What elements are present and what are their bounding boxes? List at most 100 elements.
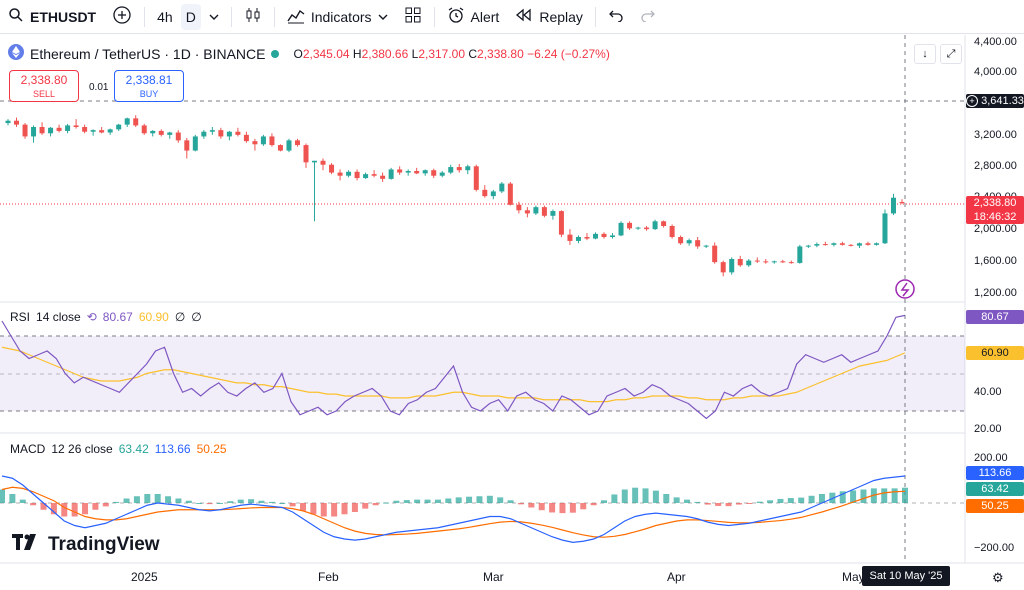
interval-d-button[interactable]: D bbox=[180, 3, 201, 30]
macd-histogram-bar bbox=[715, 503, 722, 506]
macd-histogram-bar bbox=[362, 503, 369, 509]
macd-line-legend-value: 113.66 bbox=[154, 442, 191, 456]
macd-histogram-bar bbox=[372, 503, 379, 506]
candle-body bbox=[610, 235, 616, 237]
macd-histogram-bar bbox=[507, 500, 514, 503]
candle-body bbox=[831, 243, 837, 245]
sell-button[interactable]: 2,338.80 SELL bbox=[9, 70, 79, 102]
symbol-search-button[interactable]: ETHUSDT bbox=[0, 0, 104, 34]
price-axis-label: 1,600.00 bbox=[974, 255, 1017, 267]
candle-body bbox=[31, 127, 37, 137]
macd-histogram-bar bbox=[684, 499, 691, 503]
candle-body bbox=[209, 130, 215, 132]
compare-symbol-button[interactable] bbox=[104, 0, 140, 34]
rsi-legend[interactable]: RSI 14 close ⟲ 80.67 60.90 ∅ ∅ bbox=[10, 310, 202, 324]
macd-histogram-bar bbox=[466, 496, 473, 503]
macd-histogram-bar bbox=[92, 503, 99, 510]
candle-body bbox=[482, 189, 488, 197]
candle-body bbox=[363, 174, 369, 179]
candle-body bbox=[797, 246, 803, 263]
interval-dropdown[interactable] bbox=[201, 0, 227, 34]
interval-4h-label: 4h bbox=[157, 8, 173, 25]
alert-label: Alert bbox=[470, 8, 500, 25]
alert-button[interactable]: Alert bbox=[439, 0, 508, 34]
macd-histogram-bar bbox=[30, 503, 37, 506]
macd-histogram-bar bbox=[82, 503, 89, 515]
candle-body bbox=[661, 221, 667, 226]
interval-4h-button[interactable]: 4h bbox=[149, 0, 181, 34]
macd-histogram-bar bbox=[0, 489, 5, 503]
indicators-button[interactable]: Indicators bbox=[279, 0, 396, 34]
candle-body bbox=[167, 132, 173, 135]
price-axis-label: 2,000.00 bbox=[974, 223, 1017, 235]
chart-type-button[interactable] bbox=[236, 0, 270, 34]
candle-body bbox=[712, 245, 718, 263]
candle-body bbox=[771, 261, 777, 263]
macd-histogram-bar bbox=[434, 499, 441, 503]
candle-body bbox=[465, 166, 471, 171]
macd-histogram-bar bbox=[279, 503, 286, 504]
macd-histogram-bar bbox=[351, 503, 358, 512]
macd-histogram-bar bbox=[476, 496, 483, 503]
plus-circle-icon[interactable]: + bbox=[966, 95, 979, 108]
candle-body bbox=[541, 207, 547, 216]
open-label: O bbox=[293, 46, 303, 61]
indicators-label: Indicators bbox=[310, 8, 372, 25]
candle-body bbox=[312, 160, 318, 163]
chevron-down-icon bbox=[378, 9, 388, 25]
buy-button[interactable]: 2,338.81 BUY bbox=[114, 70, 184, 102]
rsi-axis-label: 20.00 bbox=[974, 423, 1002, 435]
last-price: 2,338.80 bbox=[973, 197, 1017, 209]
candle-body bbox=[448, 167, 454, 173]
candle-body bbox=[380, 175, 386, 179]
candle-body bbox=[277, 145, 283, 151]
candle-body bbox=[703, 245, 709, 247]
candle-body bbox=[805, 245, 811, 247]
symbol-name: ETHUSDT bbox=[30, 8, 97, 25]
candle-body bbox=[567, 234, 573, 241]
candles-icon bbox=[244, 6, 262, 27]
chart-legend[interactable]: Ethereum / TetherUS · 1D · BINANCE O2,34… bbox=[8, 44, 610, 63]
candle-body bbox=[456, 167, 462, 171]
candle-body bbox=[218, 130, 224, 137]
macd-histogram-bar bbox=[414, 499, 421, 503]
lightning-icon[interactable] bbox=[895, 279, 915, 299]
candle-body bbox=[524, 210, 530, 214]
macd-legend[interactable]: MACD 12 26 close 63.42 113.66 50.25 bbox=[10, 442, 227, 456]
brand-name: TradingView bbox=[48, 534, 160, 555]
candle-body bbox=[848, 244, 854, 246]
macd-histogram-bar bbox=[196, 503, 203, 504]
macd-histogram-bar bbox=[216, 503, 223, 504]
chevron-down-icon bbox=[209, 9, 219, 25]
macd-signal-line bbox=[1, 486, 906, 538]
low-label: L bbox=[411, 46, 419, 61]
scroll-down-button[interactable]: ↓ bbox=[914, 44, 936, 64]
grid-icon bbox=[404, 6, 422, 27]
gear-icon[interactable]: ⚙ bbox=[992, 570, 1004, 585]
macd-histogram-bar bbox=[123, 498, 130, 503]
tradingview-logo: TradingView bbox=[12, 534, 160, 556]
macd-histogram-bar bbox=[383, 502, 390, 504]
undo-button[interactable] bbox=[600, 0, 632, 34]
macd-histogram-bar bbox=[320, 503, 327, 517]
candle-body bbox=[320, 160, 326, 165]
candle-body bbox=[73, 125, 79, 127]
redo-button[interactable] bbox=[632, 0, 664, 34]
candle-body bbox=[243, 134, 249, 142]
macd-histogram-bar bbox=[580, 503, 587, 510]
toolbar-divider bbox=[594, 6, 596, 27]
candle-body bbox=[575, 237, 581, 241]
candle-body bbox=[533, 207, 539, 214]
layouts-button[interactable] bbox=[396, 0, 430, 34]
macd-histogram-bar bbox=[154, 494, 161, 503]
rsi-extra-1: ∅ bbox=[174, 310, 186, 324]
macd-histogram-bar bbox=[237, 499, 244, 503]
rsi-ma-tag: 60.90 bbox=[966, 346, 1024, 360]
candle-body bbox=[788, 262, 794, 264]
rsi-ma-value: 60.90 bbox=[138, 310, 169, 324]
replay-button[interactable]: Replay bbox=[507, 0, 591, 34]
maximize-icon: ⤢ bbox=[946, 48, 956, 60]
candle-body bbox=[890, 197, 896, 214]
maximize-pane-button[interactable]: ⤢ bbox=[940, 44, 962, 64]
